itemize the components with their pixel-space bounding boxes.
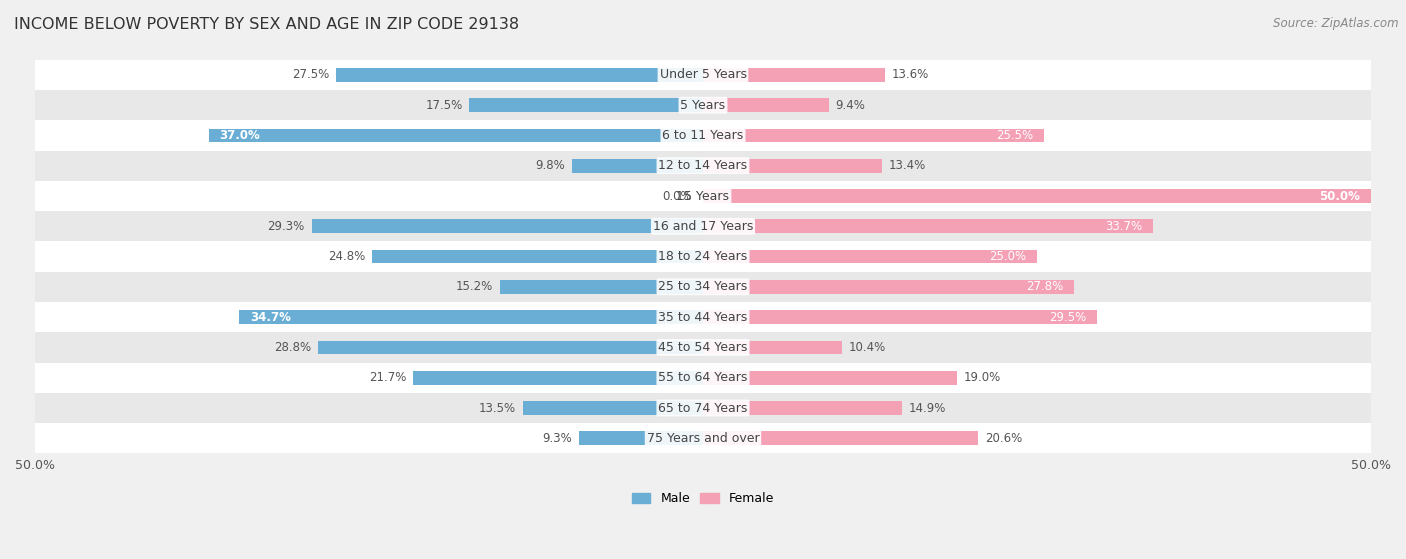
- Text: 12 to 14 Years: 12 to 14 Years: [658, 159, 748, 172]
- Text: 33.7%: 33.7%: [1105, 220, 1143, 233]
- Bar: [35, 60, 1371, 90]
- Bar: [703, 371, 957, 385]
- Bar: [703, 220, 1153, 233]
- Text: 20.6%: 20.6%: [984, 432, 1022, 445]
- Text: INCOME BELOW POVERTY BY SEX AND AGE IN ZIP CODE 29138: INCOME BELOW POVERTY BY SEX AND AGE IN Z…: [14, 17, 519, 32]
- Bar: [703, 68, 884, 82]
- Text: 13.6%: 13.6%: [891, 68, 928, 82]
- Bar: [35, 423, 1371, 453]
- Bar: [35, 302, 1371, 332]
- Text: 55 to 64 Years: 55 to 64 Years: [658, 371, 748, 384]
- Bar: [35, 363, 1371, 393]
- Text: 13.4%: 13.4%: [889, 159, 927, 172]
- Text: 37.0%: 37.0%: [219, 129, 260, 142]
- Bar: [470, 98, 703, 112]
- Text: 35 to 44 Years: 35 to 44 Years: [658, 311, 748, 324]
- Bar: [572, 159, 703, 173]
- Text: 18 to 24 Years: 18 to 24 Years: [658, 250, 748, 263]
- Bar: [35, 211, 1371, 241]
- Bar: [35, 393, 1371, 423]
- Bar: [703, 310, 1097, 324]
- Bar: [35, 150, 1371, 181]
- Text: 5 Years: 5 Years: [681, 98, 725, 112]
- Text: 27.5%: 27.5%: [291, 68, 329, 82]
- Text: 0.0%: 0.0%: [662, 190, 692, 202]
- Bar: [239, 310, 703, 324]
- Text: 29.5%: 29.5%: [1049, 311, 1087, 324]
- Text: 29.3%: 29.3%: [267, 220, 305, 233]
- Text: 13.5%: 13.5%: [479, 401, 516, 415]
- Bar: [35, 181, 1371, 211]
- Text: 25.5%: 25.5%: [995, 129, 1033, 142]
- Bar: [413, 371, 703, 385]
- Bar: [703, 98, 828, 112]
- Bar: [312, 220, 703, 233]
- Text: Source: ZipAtlas.com: Source: ZipAtlas.com: [1274, 17, 1399, 30]
- Bar: [703, 340, 842, 354]
- Text: 25.0%: 25.0%: [990, 250, 1026, 263]
- Bar: [35, 241, 1371, 272]
- Text: Under 5 Years: Under 5 Years: [659, 68, 747, 82]
- Text: 19.0%: 19.0%: [963, 371, 1001, 384]
- Text: 45 to 54 Years: 45 to 54 Years: [658, 341, 748, 354]
- Bar: [523, 401, 703, 415]
- Bar: [501, 280, 703, 293]
- Bar: [336, 68, 703, 82]
- Bar: [703, 432, 979, 445]
- Bar: [703, 280, 1074, 293]
- Text: 15 Years: 15 Years: [676, 190, 730, 202]
- Bar: [703, 159, 882, 173]
- Text: 27.8%: 27.8%: [1026, 281, 1064, 293]
- Text: 16 and 17 Years: 16 and 17 Years: [652, 220, 754, 233]
- Legend: Male, Female: Male, Female: [627, 487, 779, 510]
- Bar: [35, 332, 1371, 363]
- Bar: [35, 272, 1371, 302]
- Bar: [371, 250, 703, 263]
- Text: 21.7%: 21.7%: [368, 371, 406, 384]
- Bar: [208, 129, 703, 142]
- Bar: [318, 340, 703, 354]
- Text: 6 to 11 Years: 6 to 11 Years: [662, 129, 744, 142]
- Text: 24.8%: 24.8%: [328, 250, 366, 263]
- Bar: [579, 432, 703, 445]
- Bar: [35, 120, 1371, 150]
- Text: 50.0%: 50.0%: [1319, 190, 1361, 202]
- Text: 25 to 34 Years: 25 to 34 Years: [658, 281, 748, 293]
- Text: 10.4%: 10.4%: [849, 341, 886, 354]
- Bar: [703, 129, 1043, 142]
- Text: 65 to 74 Years: 65 to 74 Years: [658, 401, 748, 415]
- Text: 34.7%: 34.7%: [250, 311, 291, 324]
- Bar: [703, 250, 1038, 263]
- Bar: [703, 189, 1371, 203]
- Text: 17.5%: 17.5%: [425, 98, 463, 112]
- Text: 15.2%: 15.2%: [456, 281, 494, 293]
- Bar: [703, 401, 903, 415]
- Text: 9.4%: 9.4%: [835, 98, 865, 112]
- Text: 14.9%: 14.9%: [908, 401, 946, 415]
- Text: 9.3%: 9.3%: [543, 432, 572, 445]
- Text: 75 Years and over: 75 Years and over: [647, 432, 759, 445]
- Text: 9.8%: 9.8%: [536, 159, 565, 172]
- Text: 28.8%: 28.8%: [274, 341, 312, 354]
- Bar: [35, 90, 1371, 120]
